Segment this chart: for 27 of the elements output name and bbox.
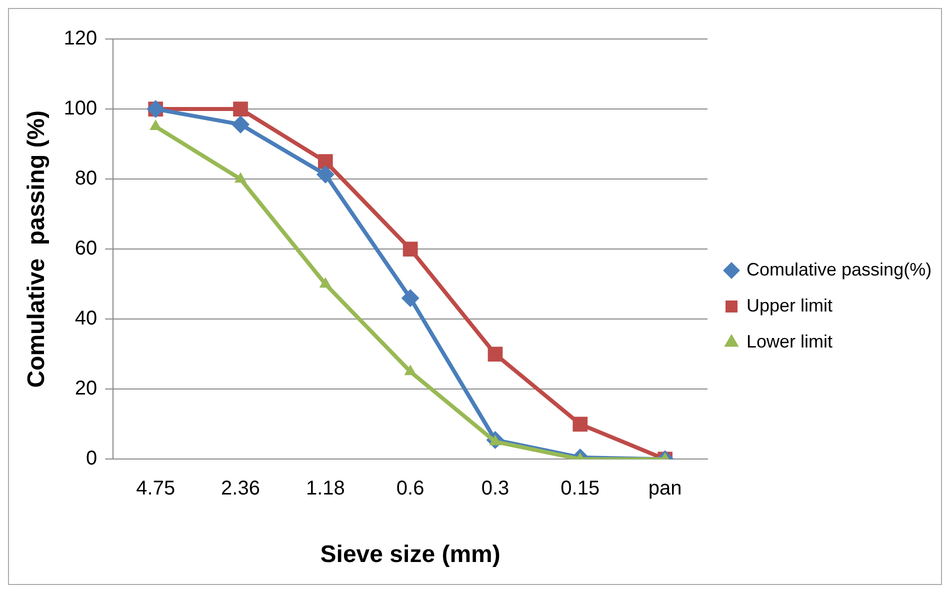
point — [232, 115, 250, 134]
x-tick-label: 0.15 — [560, 478, 600, 500]
point — [316, 166, 334, 184]
point — [402, 242, 418, 257]
y-tick-label: 120 — [64, 28, 98, 50]
y-tick-label: 20 — [74, 378, 98, 400]
point — [319, 277, 332, 288]
x-tick-label: 0.6 — [396, 478, 424, 500]
point — [404, 364, 416, 376]
point — [233, 102, 248, 116]
point — [234, 172, 247, 183]
legend-label: Comulative passing(%) — [746, 259, 932, 280]
y-tick-label: 100 — [64, 98, 98, 120]
y-tick-label: 80 — [74, 168, 98, 190]
x-tick-label: pan — [648, 478, 682, 500]
y-tick-label: 0 — [86, 448, 98, 470]
x-tick-label: 0.3 — [481, 478, 510, 500]
x-tick-label: 1.18 — [306, 478, 345, 500]
x-axis-title: Sieve size (mm) — [320, 541, 500, 568]
y-tick-label: 40 — [74, 308, 98, 330]
legend-label: Lower limit — [746, 331, 833, 352]
x-tick-label: 2.36 — [221, 478, 260, 500]
y-axis-title: Comulative passing (%) — [23, 110, 50, 388]
legend-label: Upper limit — [746, 295, 833, 316]
y-tick-label: 60 — [74, 238, 98, 260]
x-tick-label: 4.75 — [136, 478, 176, 500]
point — [318, 154, 333, 169]
